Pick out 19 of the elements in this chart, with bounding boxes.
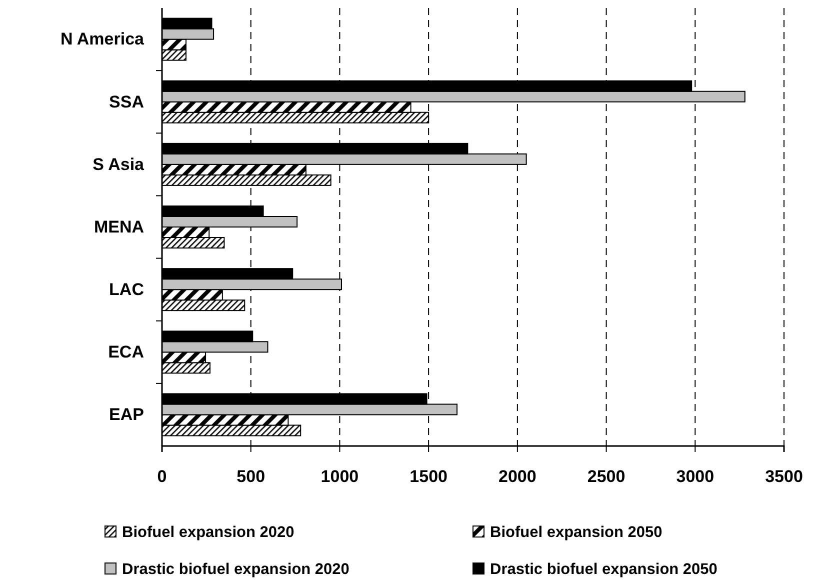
x-tick-label: 1500 [410,467,448,486]
y-tick-label: MENA [94,217,144,236]
y-tick-label: ECA [108,342,144,362]
legend-label: Drastic biofuel expansion 2050 [490,561,718,578]
y-tick-label: SSA [109,92,144,112]
x-tick-label: 3500 [765,467,803,486]
legend-label: Drastic biofuel expansion 2020 [122,561,350,578]
x-tick-label: 2500 [587,467,626,486]
y-tick-label: N America [60,30,145,49]
x-tick-label: 3000 [676,467,714,486]
y-tick-label: S Asia [92,154,145,174]
x-tick-label: 500 [236,467,266,486]
x-tick-label: 2000 [498,467,536,486]
x-tick-label: 0 [157,467,167,486]
legend-label: Biofuel expansion 2050 [490,524,662,541]
y-tick-label: EAP [109,405,144,424]
legend-label: Biofuel expansion 2020 [122,524,294,541]
y-tick-label: LAC [109,280,144,300]
x-tick-label: 1000 [320,467,359,486]
